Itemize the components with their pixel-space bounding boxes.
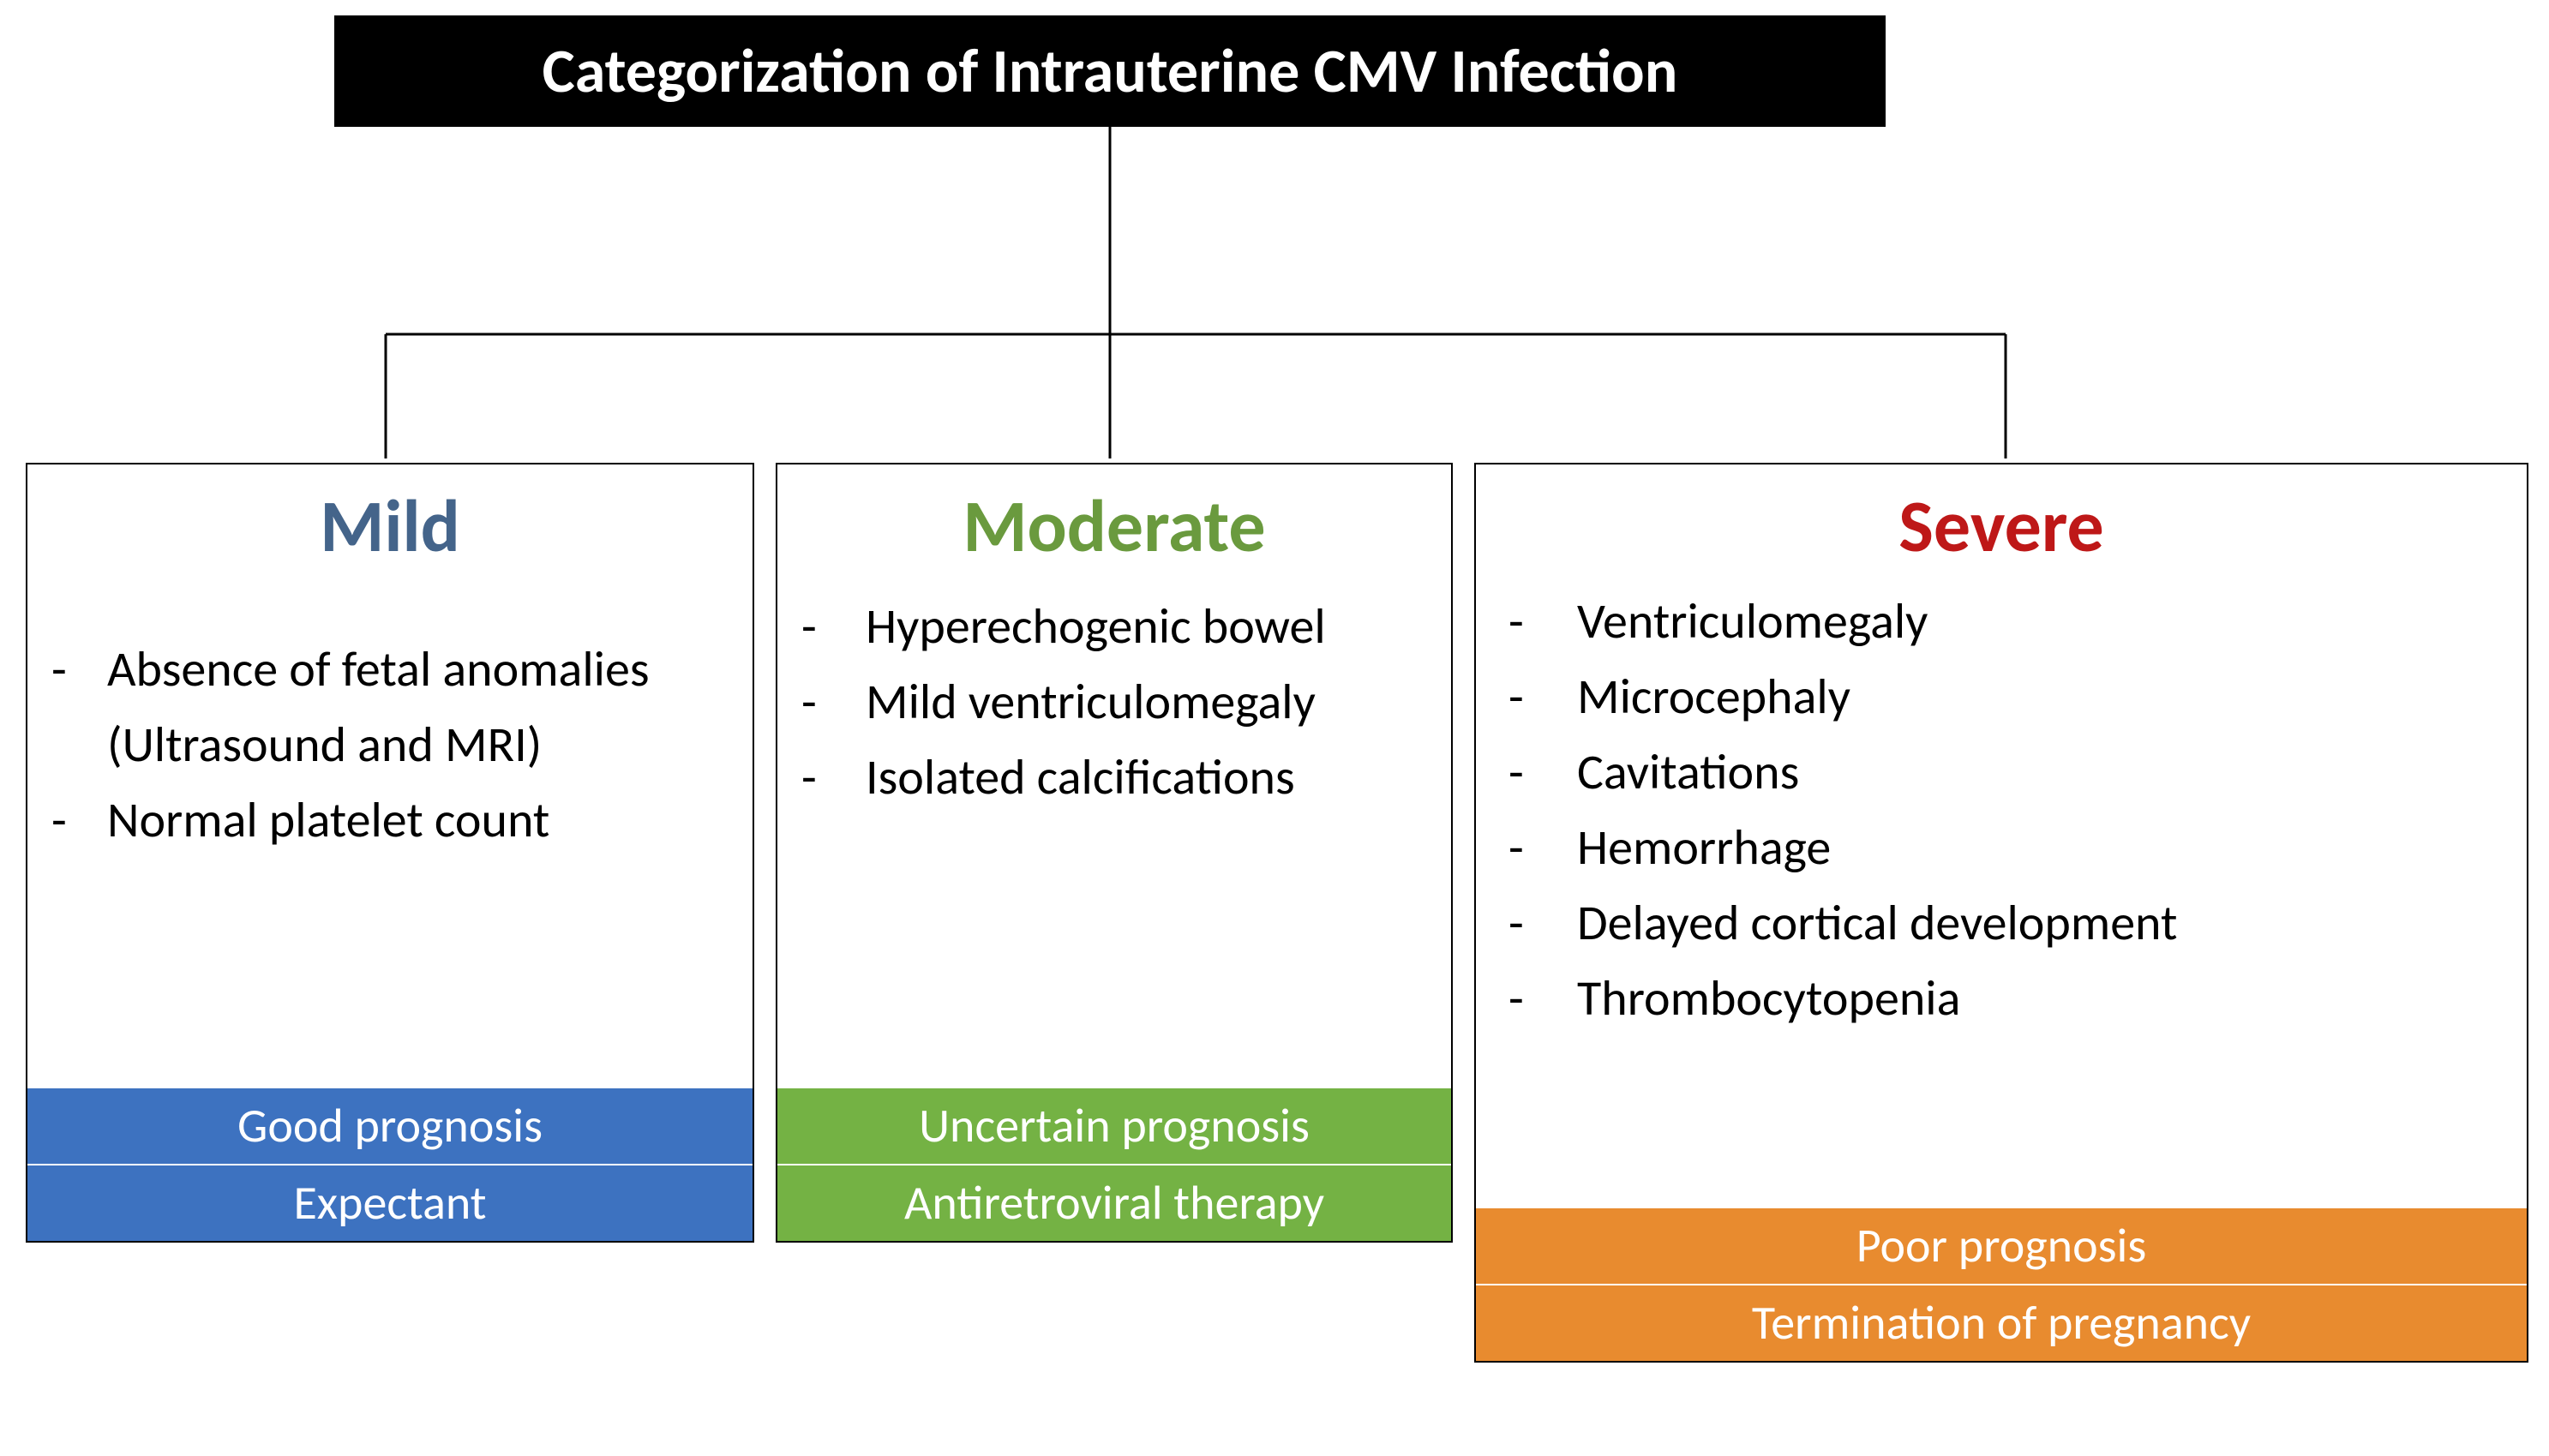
bullet-dash-icon: - [801, 664, 866, 740]
list-item: -Absence of fetal anomalies (Ultrasound … [51, 632, 735, 782]
list-item: -Normal platelet count [51, 782, 735, 858]
bullet-dash-icon: - [1508, 659, 1577, 734]
bullet-dash-icon: - [1508, 810, 1577, 885]
category-list-moderate: -Hyperechogenic bowel-Mild ventriculomeg… [777, 572, 1451, 1087]
bullet-dash-icon: - [51, 782, 107, 858]
footer-mild-0: Good prognosis [27, 1087, 753, 1164]
category-header-moderate: Moderate [777, 464, 1451, 572]
footer-moderate-1: Antiretroviral therapy [777, 1164, 1451, 1241]
bullet-dash-icon: - [1508, 885, 1577, 961]
list-item: -Hyperechogenic bowel [801, 589, 1434, 664]
category-header-severe: Severe [1476, 464, 2527, 572]
list-item: -Ventriculomegaly [1508, 584, 2510, 659]
footer-severe-1: Termination of pregnancy [1476, 1284, 2527, 1361]
bullet-dash-icon: - [801, 589, 866, 664]
category-moderate: Moderate-Hyperechogenic bowel-Mild ventr… [776, 463, 1453, 1243]
list-item: -Isolated calcifications [801, 740, 1434, 815]
diagram-title: Categorization of Intrauterine CMV Infec… [334, 15, 1886, 127]
list-item-text: Normal platelet count [107, 782, 735, 858]
list-item-text: Isolated calcifications [866, 740, 1434, 815]
list-item-text: Microcephaly [1577, 659, 2510, 734]
footer-mild-1: Expectant [27, 1164, 753, 1241]
diagram-title-text: Categorization of Intrauterine CMV Infec… [543, 33, 1678, 109]
category-list-mild: -Absence of fetal anomalies (Ultrasound … [27, 572, 753, 1087]
footer-moderate-0: Uncertain prognosis [777, 1087, 1451, 1164]
bullet-dash-icon: - [1508, 734, 1577, 810]
list-item: -Delayed cortical development [1508, 885, 2510, 961]
list-item-text: Hemorrhage [1577, 810, 2510, 885]
list-item: -Mild ventriculomegaly [801, 664, 1434, 740]
list-item-text: Absence of fetal anomalies (Ultrasound a… [107, 632, 735, 782]
list-item-text: Hyperechogenic bowel [866, 589, 1434, 664]
category-severe: Severe-Ventriculomegaly-Microcephaly-Cav… [1474, 463, 2528, 1363]
category-list-severe: -Ventriculomegaly-Microcephaly-Cavitatio… [1476, 572, 2527, 1207]
list-item-text: Ventriculomegaly [1577, 584, 2510, 659]
list-item: -Hemorrhage [1508, 810, 2510, 885]
list-item-text: Delayed cortical development [1577, 885, 2510, 961]
list-item: -Microcephaly [1508, 659, 2510, 734]
list-item: -Thrombocytopenia [1508, 961, 2510, 1036]
bullet-dash-icon: - [51, 632, 107, 707]
list-item: -Cavitations [1508, 734, 2510, 810]
bullet-dash-icon: - [1508, 961, 1577, 1036]
list-item-text: Cavitations [1577, 734, 2510, 810]
category-header-mild: Mild [27, 464, 753, 572]
list-item-text: Mild ventriculomegaly [866, 664, 1434, 740]
category-mild: Mild -Absence of fetal anomalies (Ultraso… [26, 463, 754, 1243]
list-item-text: Thrombocytopenia [1577, 961, 2510, 1036]
bullet-dash-icon: - [1508, 584, 1577, 659]
bullet-dash-icon: - [801, 740, 866, 815]
footer-severe-0: Poor prognosis [1476, 1207, 2527, 1284]
